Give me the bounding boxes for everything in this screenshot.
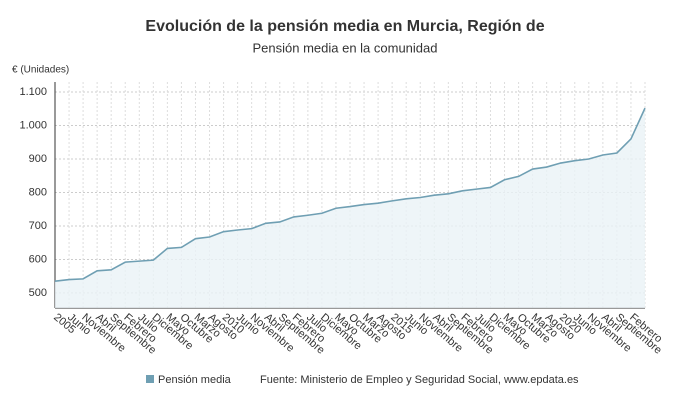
- y-axis-label: € (Unidades): [12, 65, 69, 76]
- source-note: Fuente: Ministerio de Empleo y Seguridad…: [260, 374, 579, 386]
- chart-title: Evolución de la pensión media en Murcia,…: [145, 18, 544, 35]
- y-tick-label: 700: [29, 220, 47, 232]
- legend-swatch: [146, 375, 154, 383]
- y-tick-label: 600: [29, 253, 47, 265]
- y-tick-label: 1.000: [19, 119, 47, 131]
- y-tick-label: 1.100: [19, 86, 47, 98]
- legend-label: Pensión media: [158, 374, 232, 386]
- y-tick-label: 500: [29, 287, 47, 299]
- y-tick-label: 800: [29, 186, 47, 198]
- y-tick-label: 900: [29, 153, 47, 165]
- chart-subtitle: Pensión media en la comunidad: [252, 40, 437, 55]
- line: [54, 107, 646, 283]
- area-fill: [55, 108, 645, 308]
